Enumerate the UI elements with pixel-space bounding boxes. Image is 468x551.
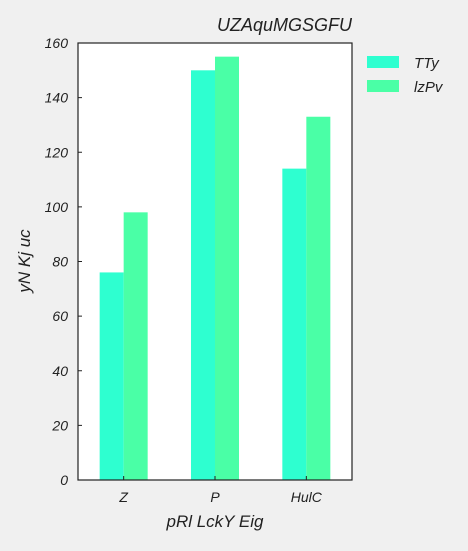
bars-group [99, 56, 331, 481]
x-tick-label: Z [118, 489, 128, 505]
bar-lzPv-P [215, 56, 239, 480]
legend-swatch-TTy [367, 56, 399, 68]
y-tick-label: 80 [52, 254, 68, 270]
y-tick-label: 140 [45, 90, 69, 106]
y-tick-label: 120 [45, 144, 69, 160]
y-axis-ticks: 0 20 40 60 80 100 120 140 160 [45, 35, 82, 488]
x-axis-ticks: Z P HulC [118, 476, 323, 505]
bar-TTy-HulC [282, 168, 307, 480]
y-tick-label: 100 [45, 199, 69, 215]
legend-label-lzPv: lzPv [414, 79, 444, 96]
bar-TTy-Z [99, 272, 124, 480]
y-tick-label: 0 [60, 472, 68, 488]
bar-TTy-P [191, 70, 215, 480]
legend-swatch-lzPv [367, 80, 399, 92]
legend: TTy lzPv [367, 55, 444, 96]
legend-label-TTy: TTy [414, 55, 440, 72]
x-axis-title: pRl LckY Eig [165, 512, 264, 531]
y-tick-label: 40 [52, 363, 68, 379]
x-tick-label: P [210, 489, 220, 505]
x-tick-label: HulC [291, 489, 323, 505]
chart-title: UZAquMGSGFU [217, 15, 353, 35]
y-tick-label: 60 [52, 308, 68, 324]
bar-lzPv-Z [123, 212, 148, 480]
y-tick-label: 160 [45, 35, 69, 51]
y-tick-label: 20 [51, 417, 68, 433]
bar-lzPv-HulC [306, 116, 331, 481]
y-axis-title: yN Kj uc [15, 229, 34, 294]
